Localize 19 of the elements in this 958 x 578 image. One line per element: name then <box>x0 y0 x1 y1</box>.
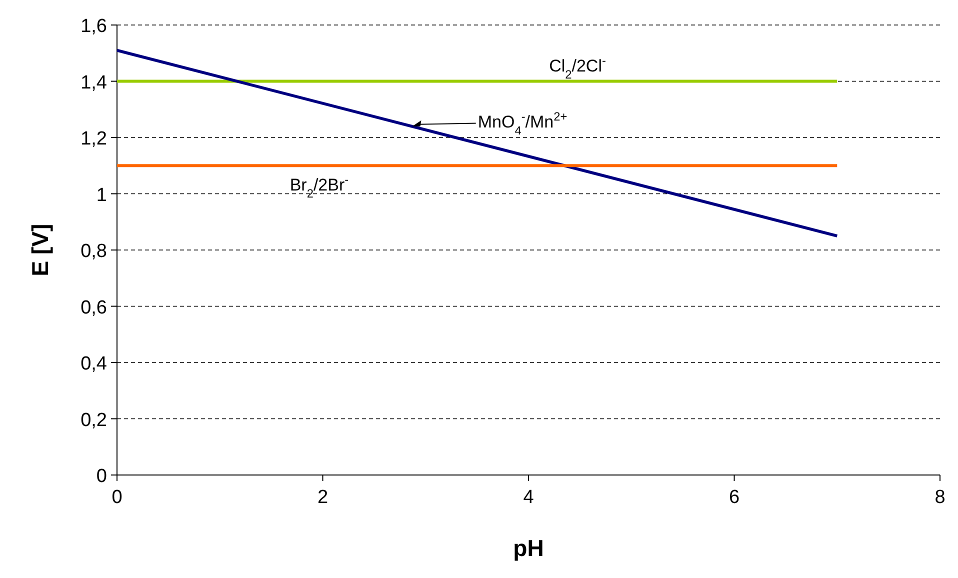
series-label: Br$_{2}$/2Br$^{-}$ <box>290 172 349 201</box>
y-tick-label: 0,4 <box>80 354 108 374</box>
y-tick-label: 1,2 <box>80 128 107 150</box>
x-axis-title: pH <box>513 535 544 561</box>
y-tick-label: 0 <box>96 466 107 487</box>
y-tick-label: 0,2 <box>80 410 107 431</box>
x-tick-label: 8 <box>934 487 946 508</box>
x-tick-label: 6 <box>728 487 740 508</box>
x-tick-label: 0 <box>112 487 122 508</box>
series-label: MnO$_{4}$$^{-}$/Mn$^{2+}$ <box>478 109 568 138</box>
y-axis-title: E [V] <box>27 224 53 276</box>
y-tick-label: 0,8 <box>80 241 107 262</box>
y-tick-label: 1 <box>96 184 107 206</box>
x-tick-label: 4 <box>523 487 534 508</box>
x-tick-label: 2 <box>317 487 328 508</box>
y-tick-label: 1,4 <box>80 72 108 94</box>
series-label: Cl$_{2}$/2Cl$^{-}$ <box>549 53 606 82</box>
y-tick-label: 1,6 <box>80 16 107 37</box>
y-tick-label: 0,6 <box>80 297 107 318</box>
